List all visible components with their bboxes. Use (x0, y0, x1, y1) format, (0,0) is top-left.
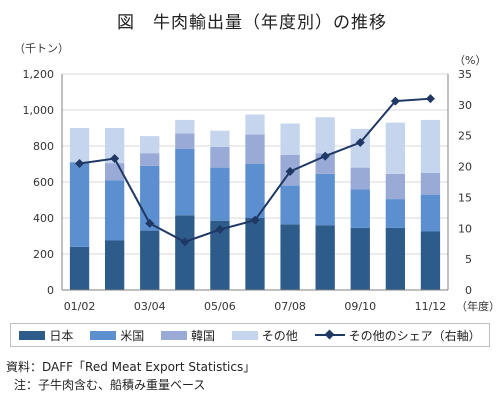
share-point-06/07 (250, 215, 260, 225)
y-right-tick-label: 5 (465, 253, 472, 266)
bar-韓国-10/11 (385, 173, 406, 200)
bar-韓国-04/05 (175, 133, 195, 149)
x-tick-label: 05/06 (204, 300, 236, 313)
x-tick-label: 07/08 (274, 300, 306, 313)
share-point-04/05 (180, 237, 190, 247)
bar-韓国-11/12 (420, 173, 441, 195)
share-point-11/12 (425, 94, 435, 104)
bar-米国-09/10 (350, 189, 370, 228)
bar-米国-01/02 (69, 162, 90, 247)
bar-米国-04/05 (175, 148, 195, 216)
share-point-01/02 (75, 158, 85, 168)
bar-米国-10/11 (385, 199, 406, 228)
x-tick-label: 01/02 (64, 300, 96, 313)
bar-その他-10/11 (385, 122, 406, 174)
legend-label: 韓国 (190, 328, 215, 343)
bar-米国-02/03 (104, 180, 125, 241)
y-right-tick-label: 15 (458, 191, 472, 204)
footnotes: 資料：DAFF「Red Meat Export Statistics」 注：子牛… (6, 358, 255, 394)
bar-日本-01/02 (69, 246, 90, 290)
legend-swatch (160, 330, 187, 340)
legend-label: その他のシェア（右軸） (348, 328, 481, 343)
y-left-tick-label: 400 (33, 212, 54, 225)
basis-note: 注：子牛肉含む、船積み重量ベース (14, 378, 206, 392)
share-point-02/03 (110, 154, 120, 164)
y-left-tick-label: 1,000 (23, 104, 55, 117)
bar-米国-06/07 (245, 164, 265, 218)
bar-日本-04/05 (175, 215, 195, 290)
y-right-tick-label: 30 (458, 99, 472, 112)
bar-米国-11/12 (420, 194, 441, 232)
bar-米国-08/09 (315, 173, 335, 226)
y-left-tick-label: 600 (33, 176, 54, 189)
legend-line-marker-icon (314, 330, 345, 340)
bar-その他-06/07 (245, 114, 265, 135)
bar-日本-02/03 (104, 240, 125, 290)
legend-item-米国: 米国 (90, 327, 144, 344)
x-tick-label: 09/10 (344, 300, 376, 313)
legend-swatch (90, 330, 117, 340)
source-note: 資料：DAFF「Red Meat Export Statistics」 (6, 360, 256, 374)
x-tick-label: 11/12 (415, 300, 447, 313)
y-left-tick-label: 1,200 (23, 68, 55, 81)
y-left-unit-label: （千トン） (14, 42, 69, 55)
y-right-tick-label: 10 (458, 222, 472, 235)
share-point-09/10 (355, 138, 365, 148)
bar-日本-05/06 (210, 220, 230, 290)
y-right-unit-label: （%） (454, 54, 486, 67)
legend-label: 米国 (120, 328, 145, 343)
bar-その他-05/06 (210, 130, 230, 147)
chart-plot: 0 200 400 600 800 1,000 1,200 0 5 10 15 20 25 30 35 （千ト… (14, 42, 500, 313)
y-right-tick-label: 35 (458, 68, 472, 81)
bar-日本-07/08 (280, 224, 300, 290)
legend-item-日本: 日本 (19, 327, 73, 344)
bar-series (69, 114, 441, 290)
axes: 0 200 400 600 800 1,000 1,200 0 5 10 15 20 25 30 35 （千ト… (14, 42, 500, 313)
bar-韓国-05/06 (210, 146, 230, 168)
chart-legend: 日本 米国 韓国 その他 その他のシェア（右軸） (10, 323, 490, 347)
legend-item-その他: その他 (231, 327, 298, 344)
bar-その他-03/04 (140, 136, 160, 154)
bar-韓国-06/07 (245, 134, 265, 164)
legend-swatch (231, 330, 258, 340)
bar-日本-09/10 (350, 227, 370, 290)
share-point-10/11 (390, 96, 400, 106)
bar-その他-02/03 (104, 128, 125, 164)
y-left-tick-label: 200 (33, 248, 54, 261)
legend-swatch (19, 330, 46, 340)
legend-label: その他 (261, 328, 298, 343)
bar-日本-11/12 (420, 231, 441, 290)
bar-日本-03/04 (140, 230, 160, 290)
share-point-07/08 (285, 167, 295, 177)
share-point-03/04 (145, 218, 155, 228)
bar-日本-10/11 (385, 227, 406, 290)
y-left-tick-label: 800 (33, 140, 54, 153)
share-point-08/09 (320, 151, 330, 161)
bar-その他-07/08 (280, 123, 300, 155)
y-right-tick-label: 0 (465, 284, 472, 297)
x-axis-label: （年度） (456, 299, 500, 313)
bar-その他-04/05 (175, 119, 195, 134)
legend-item-share-line: その他のシェア（右軸） (314, 327, 481, 344)
bar-その他-11/12 (420, 119, 441, 173)
bar-米国-07/08 (280, 185, 300, 225)
bar-米国-05/06 (210, 167, 230, 221)
bar-日本-08/09 (315, 225, 335, 290)
bar-その他-08/09 (315, 117, 335, 154)
legend-item-韓国: 韓国 (160, 327, 215, 344)
bar-その他-01/02 (69, 128, 90, 163)
y-left-tick-label: 0 (47, 284, 54, 297)
bar-韓国-03/04 (140, 153, 160, 166)
share-point-05/06 (215, 225, 225, 235)
share-line-series (75, 94, 435, 247)
chart-title: 図 牛肉輸出量（年度別）の推移 (117, 13, 387, 33)
bar-その他-09/10 (350, 128, 370, 168)
y-right-tick-label: 20 (458, 161, 472, 174)
y-right-tick-label: 25 (458, 130, 472, 143)
bar-日本-06/07 (245, 218, 265, 290)
legend-label: 日本 (49, 328, 74, 343)
x-tick-label: 03/04 (134, 300, 166, 313)
bar-韓国-09/10 (350, 167, 370, 190)
